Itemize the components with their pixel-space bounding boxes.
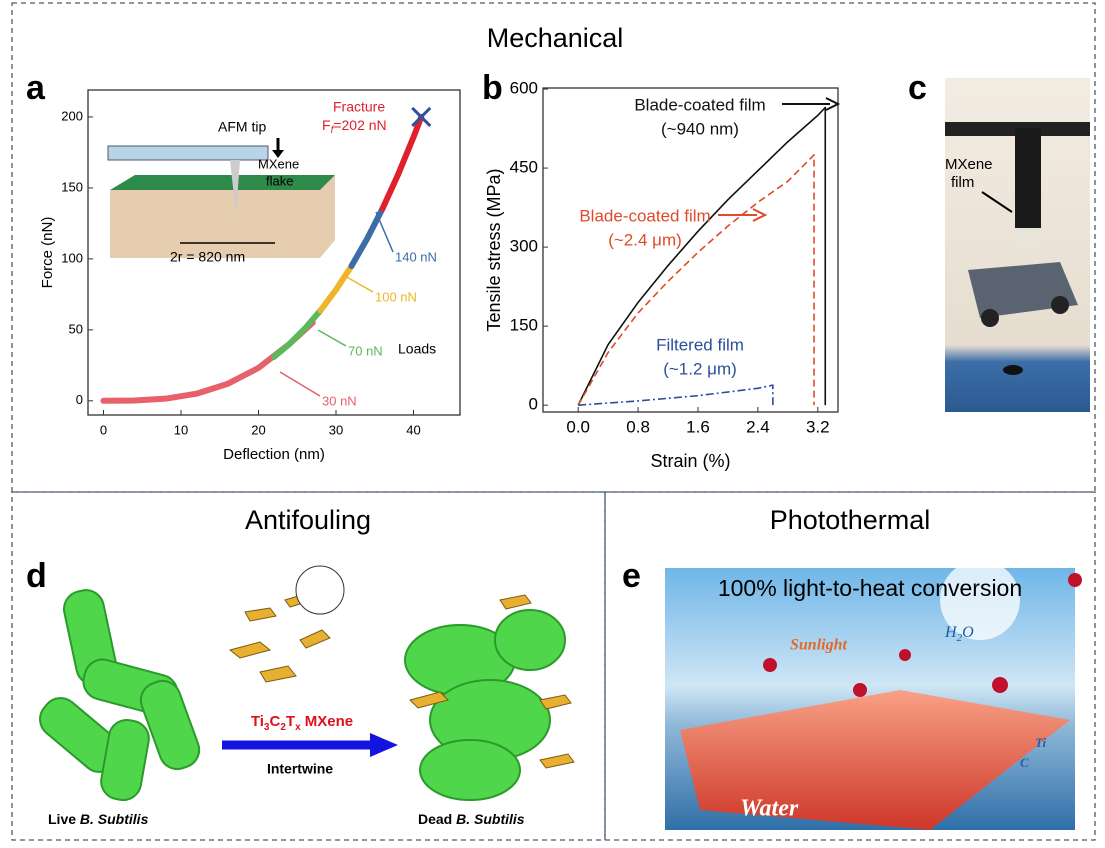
x-axis-label: Strain (%) bbox=[650, 451, 730, 471]
inset-label: MXene bbox=[258, 156, 299, 171]
y-tick-label: 0 bbox=[76, 392, 83, 407]
x-tick-label: 10 bbox=[174, 422, 188, 437]
series-label: 100 nN bbox=[375, 289, 417, 304]
annotation: Loads bbox=[398, 341, 436, 357]
text: Ti bbox=[251, 713, 264, 730]
y-axis-label: Tensile stress (MPa) bbox=[484, 168, 504, 331]
caption: Dead B. Subtilis bbox=[418, 811, 525, 827]
label: Ti bbox=[1035, 735, 1046, 750]
arrow bbox=[376, 212, 393, 252]
inset-label: 2r = 820 nm bbox=[170, 249, 245, 265]
text: Dead bbox=[418, 811, 456, 827]
x-tick-label: 3.2 bbox=[806, 417, 830, 436]
panel-label: e bbox=[622, 557, 641, 595]
figure: Mechanical Antifouling Photothermal a b … bbox=[0, 0, 1105, 843]
x-tick-label: 0 bbox=[100, 422, 107, 437]
x-tick-label: 30 bbox=[329, 422, 343, 437]
x-tick-label: 40 bbox=[406, 422, 420, 437]
series-label: (~940 nm) bbox=[661, 119, 739, 138]
section-title: Antifouling bbox=[245, 505, 371, 535]
arrow bbox=[318, 330, 346, 346]
text: F bbox=[322, 117, 331, 133]
panel-label: b bbox=[482, 69, 503, 107]
y-tick-label: 200 bbox=[61, 108, 83, 123]
x-tick-label: 0.0 bbox=[566, 417, 590, 436]
series-label: Filtered film bbox=[656, 335, 744, 354]
inset-label: AFM tip bbox=[218, 119, 266, 135]
x-axis-label: Deflection (nm) bbox=[223, 446, 325, 463]
section-title: Mechanical bbox=[487, 23, 624, 53]
data-line bbox=[321, 266, 352, 310]
photo-label: film bbox=[951, 174, 974, 191]
series-label: (~2.4 μm) bbox=[608, 230, 682, 249]
x-tick-label: 2.4 bbox=[746, 417, 770, 436]
x-tick-label: 20 bbox=[251, 422, 265, 437]
x-tick-label: 1.6 bbox=[686, 417, 710, 436]
label: Sunlight bbox=[790, 637, 847, 654]
panel-label: a bbox=[26, 69, 46, 107]
text: =202 nN bbox=[333, 117, 386, 133]
y-tick-label: 300 bbox=[510, 237, 538, 256]
inset-label: flake bbox=[266, 173, 293, 188]
y-tick-label: 150 bbox=[510, 316, 538, 335]
y-axis-label: Force (nN) bbox=[39, 217, 56, 289]
data-line bbox=[274, 310, 321, 357]
annotation: Ff=202 nN bbox=[322, 117, 387, 136]
series-label: 140 nN bbox=[395, 249, 437, 264]
label: C bbox=[1020, 755, 1029, 770]
series-label: 30 nN bbox=[322, 393, 357, 408]
illustration: 100% light-to-heat conversion Sunlight H… bbox=[665, 560, 1082, 830]
caption: Live B. Subtilis bbox=[48, 811, 149, 827]
y-tick-label: 0 bbox=[529, 395, 538, 414]
series-label: 70 nN bbox=[348, 343, 383, 358]
series-label: Blade-coated film bbox=[579, 206, 710, 225]
series-label: Blade-coated film bbox=[634, 95, 765, 114]
text: B. Subtilis bbox=[80, 811, 149, 827]
label: Water bbox=[740, 796, 799, 822]
illustration: Ti3C2Tx MXene Intertwine Live B. Subtili… bbox=[33, 566, 574, 827]
text: T bbox=[286, 713, 295, 730]
inset bbox=[108, 138, 335, 258]
y-tick-label: 100 bbox=[61, 250, 83, 265]
text: MXene bbox=[301, 713, 354, 730]
arrow bbox=[345, 276, 373, 292]
panel-label: d bbox=[26, 557, 47, 595]
annotation: Fracture bbox=[333, 99, 385, 115]
series-label: (~1.2 μm) bbox=[663, 359, 737, 378]
process-label: Intertwine bbox=[267, 761, 333, 777]
y-tick-label: 600 bbox=[510, 79, 538, 98]
photo-label: MXene bbox=[945, 156, 993, 173]
y-tick-label: 150 bbox=[61, 179, 83, 194]
data-line bbox=[578, 385, 773, 405]
x-tick-label: 0.8 bbox=[626, 417, 650, 436]
text: O bbox=[962, 624, 974, 641]
agent-label: Ti3C2Tx MXene bbox=[251, 713, 353, 733]
panel-label: c bbox=[908, 69, 927, 107]
chart: 0.0 0.8 1.6 2.4 3.2 0 150 300 450 600 Strain (%) Te… bbox=[484, 79, 838, 471]
data-line bbox=[383, 117, 422, 209]
text: Live bbox=[48, 811, 80, 827]
y-tick-label: 450 bbox=[510, 158, 538, 177]
data-line bbox=[104, 323, 313, 401]
text: B. Subtilis bbox=[456, 811, 525, 827]
section-title: Photothermal bbox=[770, 505, 931, 535]
y-tick-label: 50 bbox=[69, 321, 83, 336]
arrow bbox=[280, 372, 320, 396]
text: C bbox=[269, 713, 280, 730]
title: 100% light-to-heat conversion bbox=[718, 575, 1022, 601]
